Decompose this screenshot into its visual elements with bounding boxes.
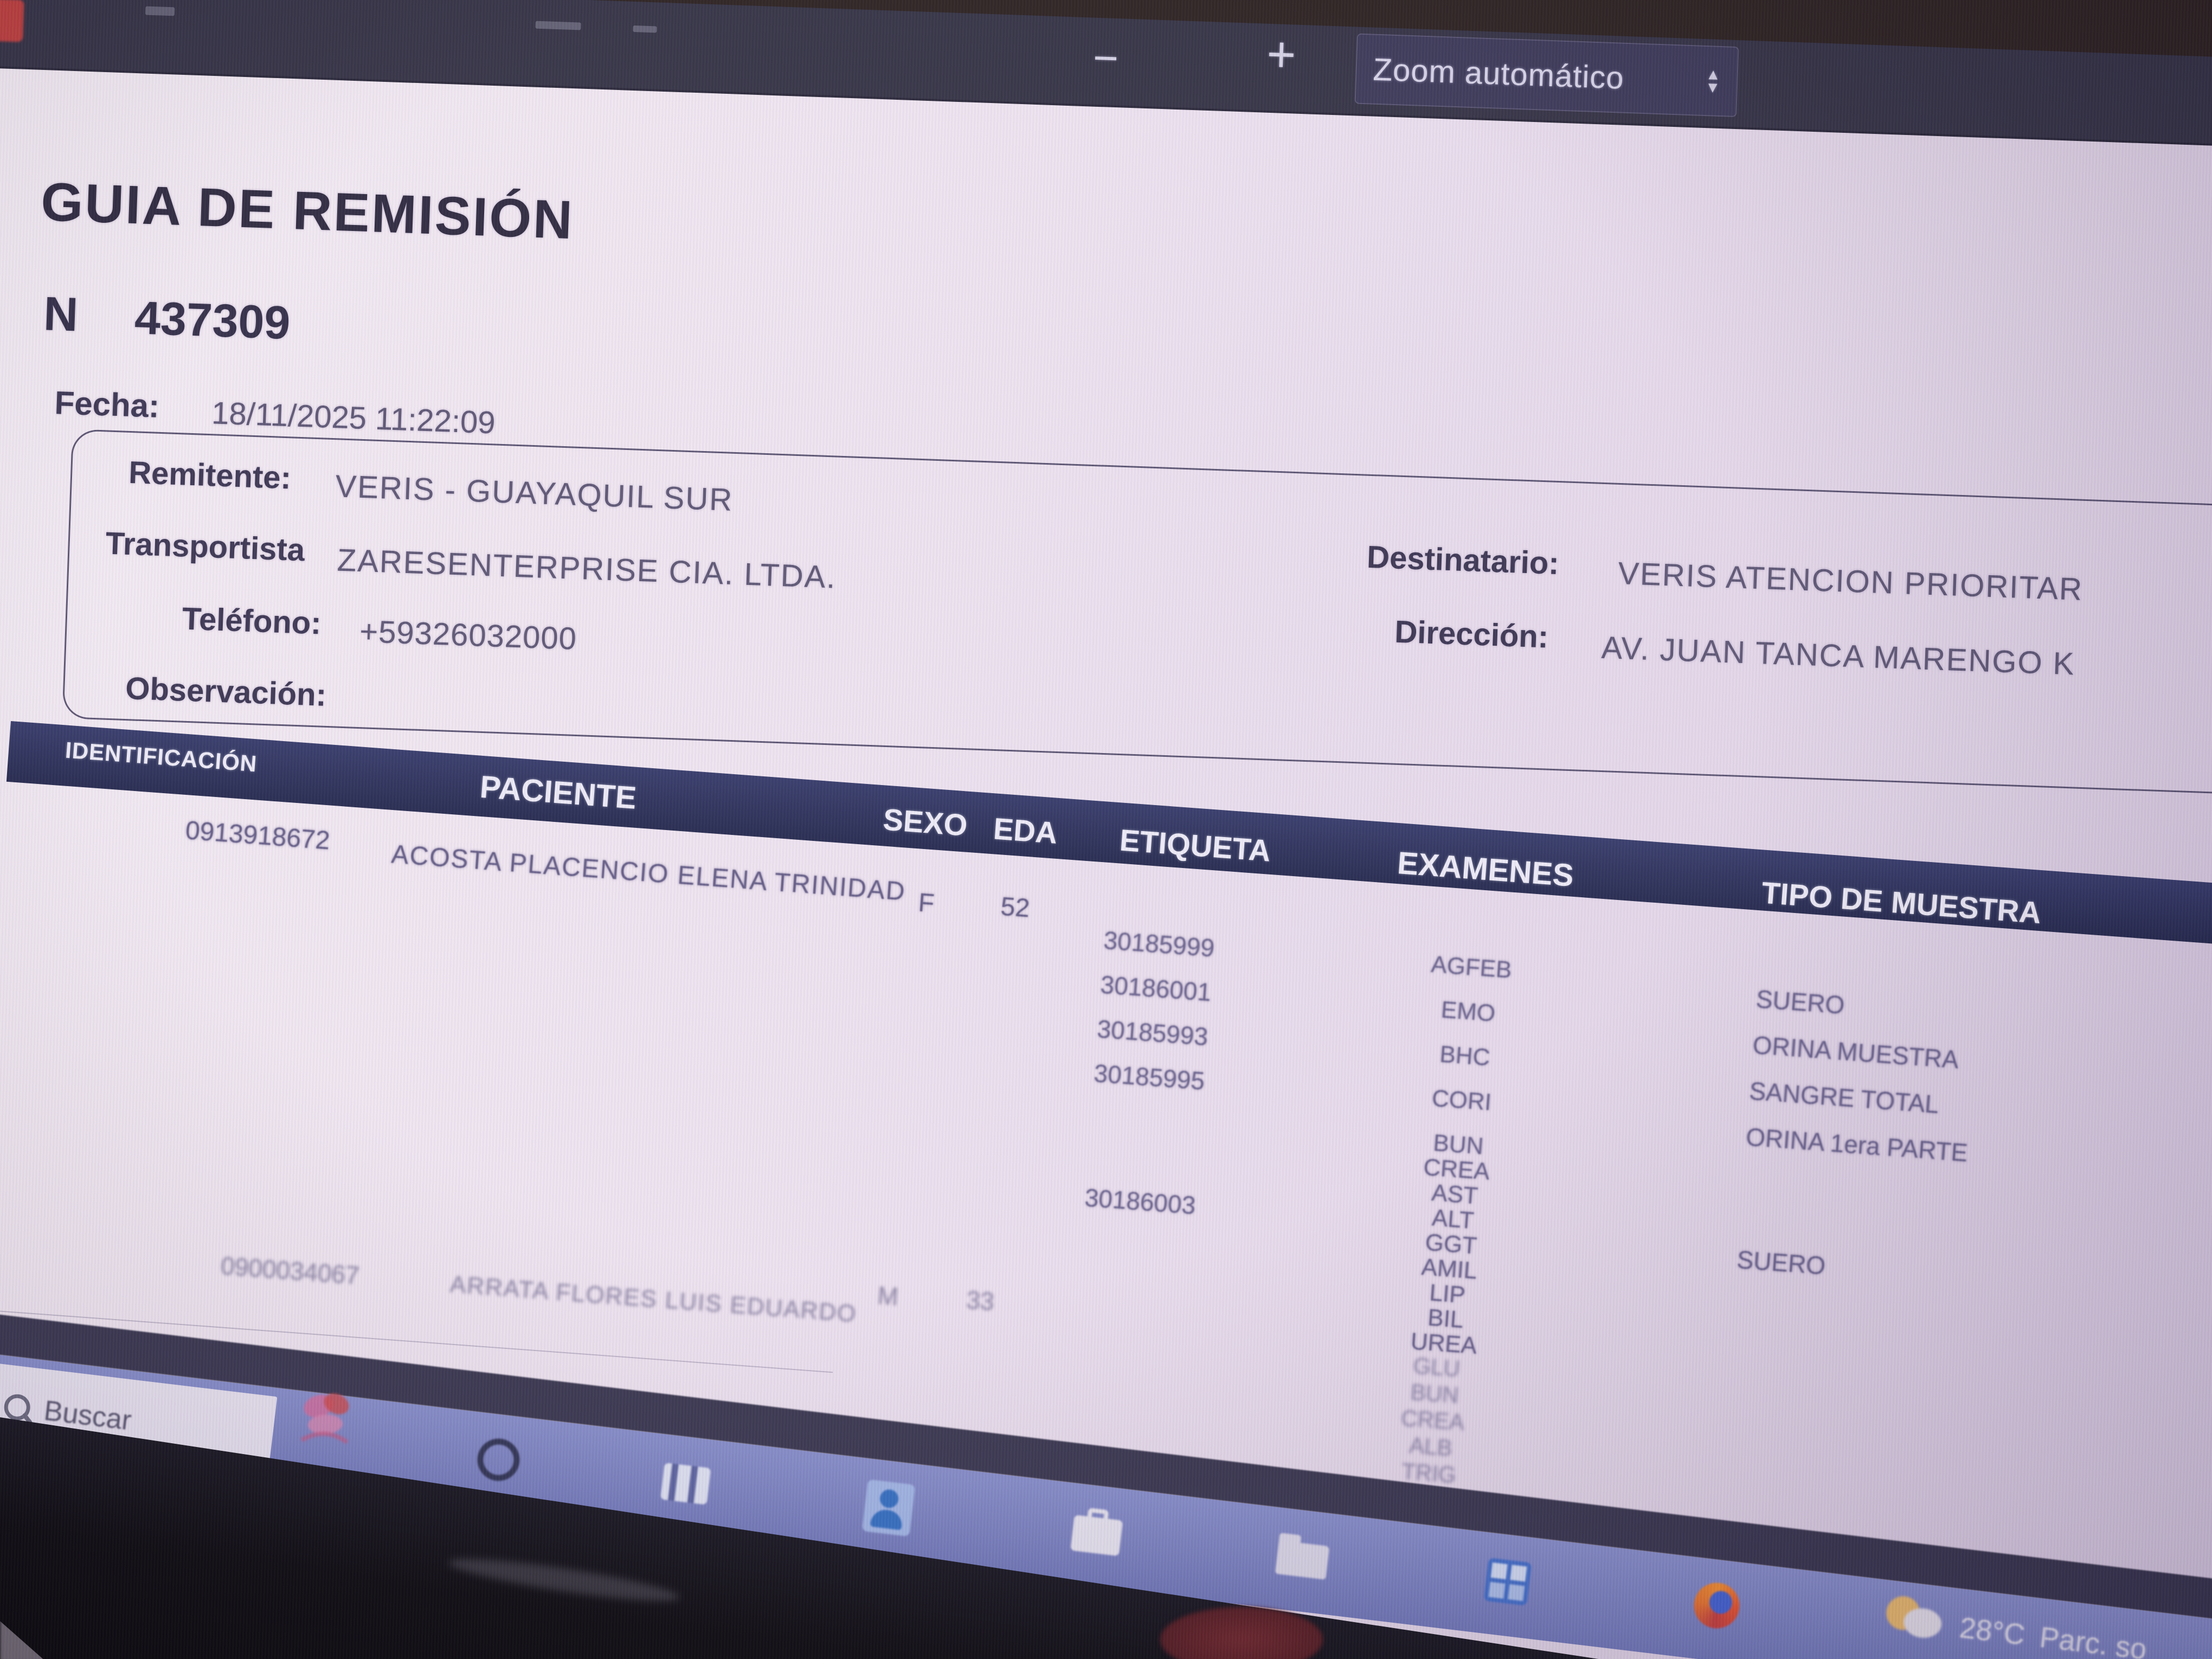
row1-tipos-column: SUERO ORINA MUESTRA SANGRE TOTAL ORINA 1… — [1735, 984, 1979, 1307]
notification-badge-icon — [0, 0, 24, 42]
row2-sexo: M — [876, 1281, 899, 1311]
row2-identificacion: 0900034067 — [220, 1251, 361, 1290]
direccion-label: Dirección: — [1394, 614, 1549, 655]
header-sexo: SEXO — [882, 802, 969, 843]
fecha-value: 18/11/2025 11:22:09 — [211, 395, 496, 441]
sun-cloud-icon — [1882, 1594, 1947, 1650]
telefono-value: +59326032000 — [359, 614, 577, 657]
destinatario-label: Destinatario: — [1366, 539, 1560, 582]
weather-temperature: 28°C — [1958, 1611, 2027, 1651]
document-number-label: N — [42, 286, 79, 342]
header-paciente: PACIENTE — [479, 769, 638, 816]
header-tipo-de-muestra: TIPO DE MUESTRA — [1760, 875, 2042, 930]
transportista-label: Transportista — [105, 525, 306, 568]
desk-object — [1160, 1607, 1323, 1659]
select-arrows-icon: ▲ ▼ — [1705, 66, 1721, 96]
etiqueta-item: 30185995 — [1092, 1059, 1206, 1095]
teams-icon[interactable] — [861, 1479, 916, 1537]
tipo-item: SUERO — [1735, 1245, 1827, 1280]
direccion-value: AV. JUAN TANCA MARENGO K — [1600, 629, 2076, 682]
cortana-icon[interactable] — [475, 1436, 522, 1483]
remitente-value: VERIS - GUAYAQUIL SUR — [335, 468, 734, 518]
remitente-label: Remitente: — [128, 454, 292, 496]
screen-bottom-band: Buscar 28°C Parc. so — [0, 1312, 2212, 1659]
etiqueta-item: 30185999 — [1102, 925, 1216, 962]
transportista-value: ZARESENTERPRISE CIA. LTDA. — [336, 542, 837, 595]
fecha-label: Fecha: — [54, 384, 160, 425]
zoom-mode-select[interactable]: Zoom automático ▲ ▼ — [1354, 33, 1739, 118]
zoom-in-button[interactable]: + — [1265, 26, 1297, 83]
header-edad: EDA — [992, 811, 1059, 850]
flower-logo-icon[interactable] — [289, 1380, 362, 1460]
row2-examenes-column: GLU BUN CREA ALB TRIG — [1358, 1349, 1508, 1491]
toolbar-icon[interactable] — [145, 6, 175, 16]
weather-condition: Parc. so — [2037, 1621, 2149, 1659]
briefcase-app-icon[interactable] — [1070, 1515, 1123, 1557]
etiqueta-item: 30186001 — [1099, 970, 1212, 1007]
row2-paciente: ARRATA FLORES LUIS EDUARDO — [449, 1271, 858, 1328]
blue-grid-app-icon[interactable] — [1483, 1558, 1532, 1606]
destinatario-value: VERIS ATENCION PRIORITAR — [1617, 555, 2084, 607]
file-explorer-icon[interactable] — [1275, 1540, 1330, 1580]
windows-taskbar: Buscar 28°C Parc. so — [0, 1352, 2212, 1659]
task-view-icon[interactable] — [660, 1462, 711, 1505]
row1-etiquetas-column: 30185999 30186001 30185993 30185995 3018… — [1083, 925, 1216, 1235]
bezel-reflection — [447, 1551, 681, 1609]
observacion-label: Observación: — [125, 670, 327, 713]
row1-examenes-column: AGFEB EMO BHC CORI BUN CREA AST ALT GGT … — [1356, 948, 1559, 1361]
etiqueta-item: 30185993 — [1096, 1014, 1209, 1051]
telefono-label: Teléfono: — [181, 601, 322, 641]
document-number: 437309 — [133, 292, 291, 350]
row1-edad: 52 — [999, 892, 1031, 923]
firefox-icon[interactable] — [1691, 1580, 1742, 1631]
header-identificacion: IDENTIFICACIÓN — [64, 737, 258, 777]
shipping-info-box: Remitente: VERIS - GUAYAQUIL SUR Transpo… — [62, 429, 2212, 802]
zoom-out-button[interactable]: − — [1092, 33, 1120, 83]
row1-sexo: F — [917, 888, 936, 918]
toolbar-icon[interactable] — [535, 21, 581, 30]
search-icon — [3, 1393, 32, 1422]
header-examenes: EXAMENES — [1396, 845, 1575, 893]
zoom-mode-value: Zoom automático — [1372, 52, 1625, 96]
document-title: GUIA DE REMISIÓN — [40, 171, 575, 251]
row1-paciente: ACOSTA PLACENCIO ELENA TRINIDAD — [390, 840, 907, 906]
toolbar-icon[interactable] — [633, 25, 657, 33]
header-etiqueta: ETIQUETA — [1118, 822, 1272, 868]
row2-edad: 33 — [965, 1285, 995, 1316]
etiqueta-item: 30186003 — [1084, 1183, 1197, 1220]
row1-identificacion: 0913918672 — [184, 816, 331, 856]
